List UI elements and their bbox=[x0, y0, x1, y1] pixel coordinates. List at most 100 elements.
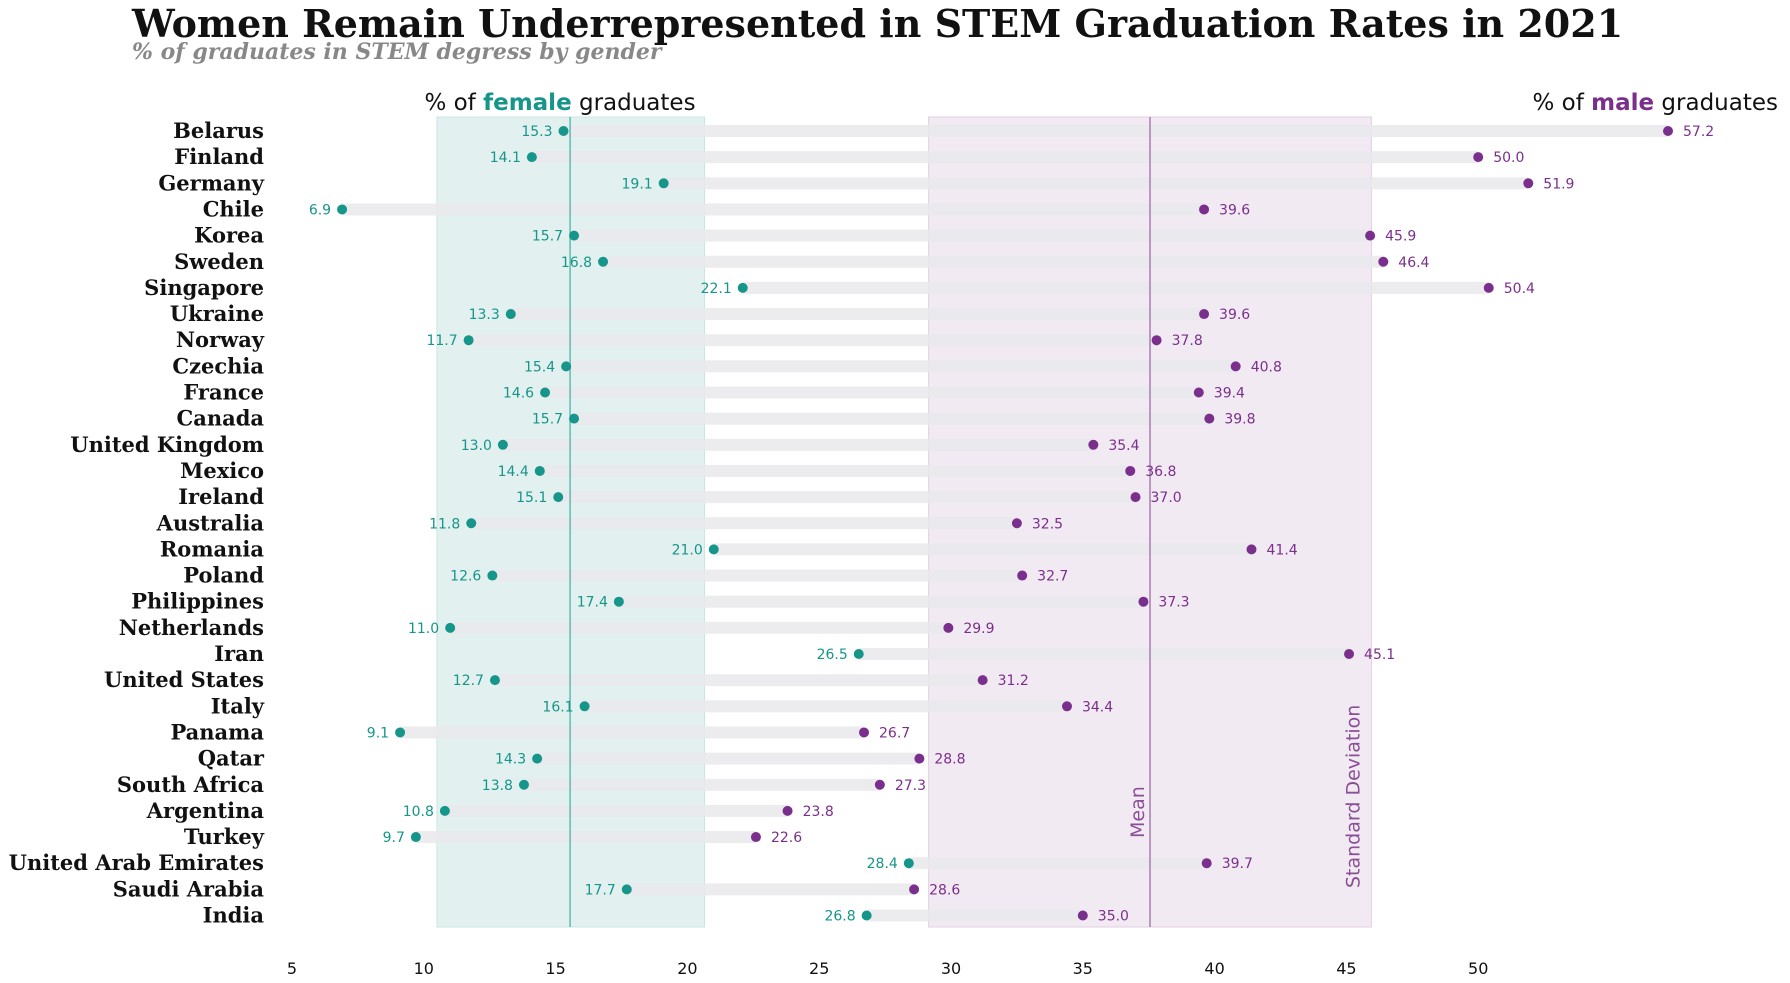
female-value-label: 28.4 bbox=[867, 856, 898, 872]
range-track bbox=[663, 177, 1529, 190]
std-label: Standard Deviation bbox=[1342, 705, 1364, 888]
range-track bbox=[471, 517, 1017, 530]
range-track bbox=[415, 831, 756, 844]
female-point bbox=[534, 465, 545, 476]
country-label: Philippines bbox=[131, 589, 264, 614]
male-point bbox=[1201, 858, 1212, 869]
male-value-label: 34.4 bbox=[1082, 699, 1113, 715]
range-track bbox=[574, 412, 1210, 425]
male-value-label: 41.4 bbox=[1267, 542, 1298, 558]
country-labels: BelarusFinlandGermanyChileKoreaSwedenSin… bbox=[9, 118, 265, 928]
male-value-label: 45.1 bbox=[1364, 647, 1395, 663]
male-value-label: 31.2 bbox=[998, 673, 1029, 689]
male-point bbox=[782, 805, 793, 816]
female-value-label: 17.7 bbox=[585, 882, 616, 898]
country-label: Singapore bbox=[144, 275, 264, 300]
male-point bbox=[1663, 126, 1673, 136]
range-track bbox=[545, 386, 1199, 399]
country-label: Canada bbox=[177, 406, 265, 431]
x-tick-label: 20 bbox=[677, 959, 697, 978]
male-value-label: 45.9 bbox=[1385, 229, 1416, 245]
range-track bbox=[858, 648, 1350, 660]
range-track bbox=[618, 595, 1144, 608]
male-point bbox=[874, 779, 885, 790]
country-label: Korea bbox=[194, 223, 264, 248]
male-point bbox=[1193, 387, 1204, 398]
mean-lines bbox=[569, 117, 1151, 927]
female-point bbox=[532, 753, 543, 764]
female-point bbox=[410, 832, 421, 843]
country-label: Sweden bbox=[174, 249, 264, 274]
range-track bbox=[584, 700, 1067, 713]
range-track bbox=[342, 203, 1205, 216]
female-value-label: 13.3 bbox=[469, 307, 500, 323]
female-header-prefix: % of bbox=[424, 90, 483, 116]
female-point bbox=[861, 910, 872, 921]
male-point bbox=[1378, 256, 1389, 267]
country-label: Czechia bbox=[172, 353, 264, 378]
female-value-label: 6.9 bbox=[309, 202, 331, 218]
female-value-label: 14.1 bbox=[490, 150, 521, 166]
female-value-label: 26.8 bbox=[824, 909, 855, 925]
female-value-label: 15.4 bbox=[524, 359, 555, 375]
x-tick-label: 45 bbox=[1336, 959, 1356, 978]
male-point bbox=[859, 727, 870, 738]
male-value-label: 39.8 bbox=[1224, 412, 1255, 428]
female-point bbox=[540, 387, 551, 398]
male-value-label: 26.7 bbox=[879, 725, 910, 741]
x-tick-label: 30 bbox=[941, 959, 961, 978]
male-header-prefix: % of bbox=[1532, 90, 1591, 116]
male-point bbox=[1130, 492, 1141, 503]
range-track bbox=[494, 674, 983, 687]
male-point bbox=[1473, 152, 1484, 163]
female-value-label: 11.0 bbox=[408, 621, 439, 637]
female-value-label: 11.8 bbox=[429, 516, 460, 532]
male-point bbox=[1017, 570, 1028, 581]
x-tick-label: 50 bbox=[1468, 959, 1488, 978]
country-label: Chile bbox=[203, 196, 264, 221]
data-points bbox=[337, 126, 1673, 921]
country-label: Ukraine bbox=[170, 301, 264, 326]
country-label: Mexico bbox=[180, 458, 264, 483]
female-header: % of female graduates bbox=[424, 90, 695, 116]
male-point bbox=[1199, 204, 1210, 215]
female-value-label: 11.7 bbox=[426, 333, 457, 349]
female-value-label: 9.1 bbox=[367, 725, 389, 741]
male-point bbox=[977, 675, 988, 686]
female-value-label: 21.0 bbox=[672, 542, 703, 558]
male-point bbox=[1077, 910, 1088, 921]
female-value-label: 13.8 bbox=[482, 778, 513, 794]
female-value-label: 12.7 bbox=[453, 673, 484, 689]
female-point bbox=[526, 152, 537, 163]
male-value-label: 40.8 bbox=[1251, 359, 1282, 375]
male-value-label: 35.4 bbox=[1108, 438, 1139, 454]
country-label: United Arab Emirates bbox=[9, 850, 264, 875]
female-point bbox=[579, 701, 590, 712]
male-value-label: 57.2 bbox=[1683, 124, 1714, 140]
female-value-label: 16.8 bbox=[561, 255, 592, 271]
country-label: Poland bbox=[183, 563, 264, 588]
male-value-label: 35.0 bbox=[1098, 909, 1129, 925]
country-label: United Kingdom bbox=[70, 432, 264, 457]
female-point bbox=[737, 282, 748, 293]
country-label: Belarus bbox=[173, 118, 264, 143]
male-value-label: 27.3 bbox=[895, 778, 926, 794]
female-point bbox=[613, 596, 624, 607]
female-point bbox=[395, 727, 406, 738]
range-track bbox=[537, 752, 920, 765]
male-value-label: 28.8 bbox=[934, 752, 965, 768]
range-track bbox=[531, 151, 1479, 164]
country-label: Norway bbox=[176, 327, 265, 352]
range-tracks bbox=[342, 125, 1669, 922]
female-value-label: 13.0 bbox=[461, 438, 492, 454]
female-header-emph: female bbox=[483, 90, 572, 116]
range-track bbox=[502, 438, 1094, 451]
female-point bbox=[445, 622, 456, 633]
country-label: Finland bbox=[174, 144, 264, 169]
female-point bbox=[658, 178, 669, 189]
female-point bbox=[439, 805, 450, 816]
country-label: Romania bbox=[160, 536, 265, 561]
female-point bbox=[497, 439, 508, 450]
female-value-label: 10.8 bbox=[403, 804, 434, 820]
